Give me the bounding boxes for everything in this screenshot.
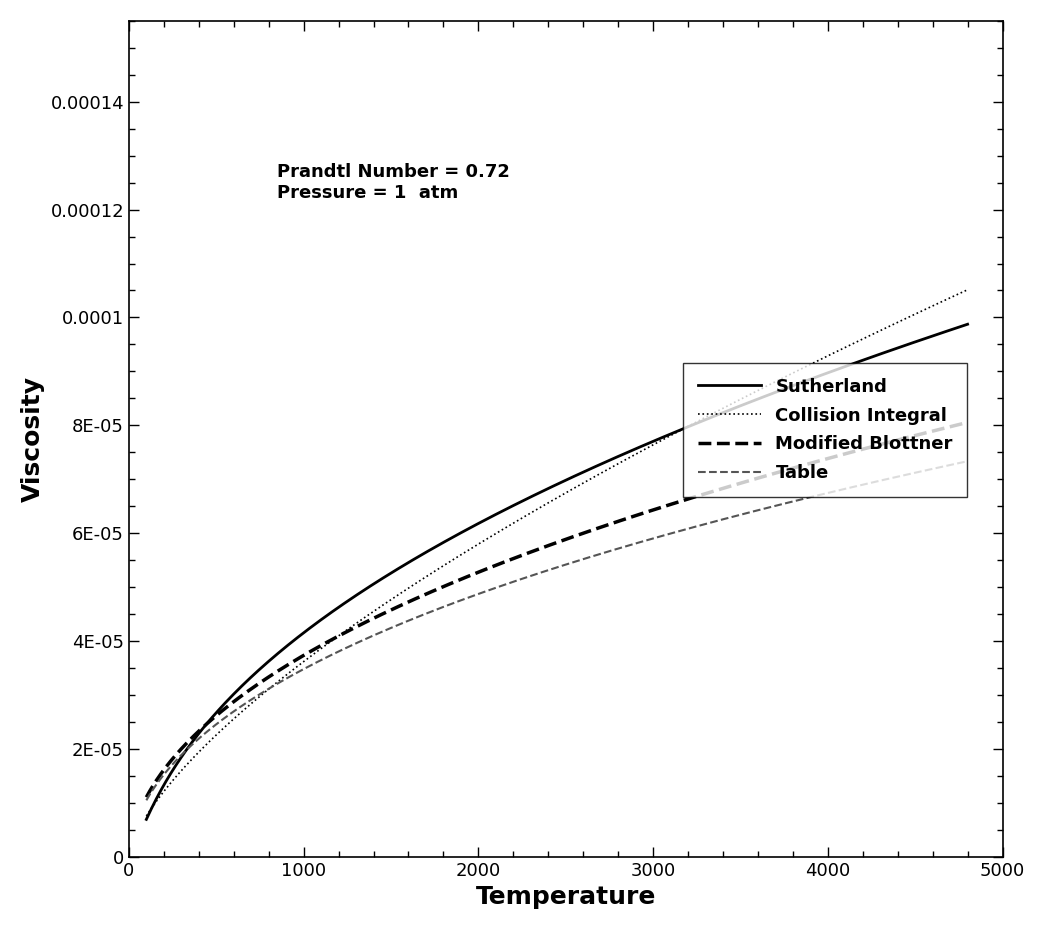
Table [585, 551, 597, 563]
Collision Integral [140, 810, 153, 821]
Modified Blottner [813, 455, 825, 466]
Sutherland [585, 463, 597, 474]
Collision Integral [813, 354, 825, 365]
Table [536, 566, 548, 578]
Collision Integral [536, 501, 548, 512]
Line: Table: Table [146, 461, 968, 801]
Line: Collision Integral: Collision Integral [146, 290, 968, 816]
Table [629, 538, 641, 550]
Table [961, 456, 974, 467]
Line: Modified Blottner: Modified Blottner [146, 422, 968, 797]
Modified Blottner [629, 511, 641, 522]
Modified Blottner [941, 421, 954, 432]
Sutherland [813, 370, 825, 381]
Sutherland [536, 486, 548, 498]
Collision Integral [941, 293, 954, 304]
Sutherland [961, 319, 974, 330]
Modified Blottner [961, 417, 974, 428]
Modified Blottner [536, 542, 548, 553]
Text: Prandtl Number = 0.72
Pressure = 1  atm: Prandtl Number = 0.72 Pressure = 1 atm [277, 163, 510, 202]
Modified Blottner [585, 525, 597, 537]
Modified Blottner [530, 544, 543, 555]
Collision Integral [530, 504, 543, 515]
X-axis label: Temperature: Temperature [476, 885, 656, 910]
Collision Integral [961, 285, 974, 296]
Table [530, 568, 543, 579]
Collision Integral [629, 449, 641, 460]
Sutherland [140, 814, 153, 825]
Legend: Sutherland, Collision Integral, Modified Blottner, Table: Sutherland, Collision Integral, Modified… [683, 364, 968, 497]
Sutherland [629, 444, 641, 455]
Collision Integral [585, 473, 597, 485]
Table [140, 795, 153, 806]
Table [813, 489, 825, 500]
Table [941, 460, 954, 472]
Modified Blottner [140, 791, 153, 803]
Sutherland [530, 488, 543, 499]
Sutherland [941, 326, 954, 337]
Y-axis label: Viscosity: Viscosity [21, 376, 45, 502]
Line: Sutherland: Sutherland [146, 325, 968, 819]
